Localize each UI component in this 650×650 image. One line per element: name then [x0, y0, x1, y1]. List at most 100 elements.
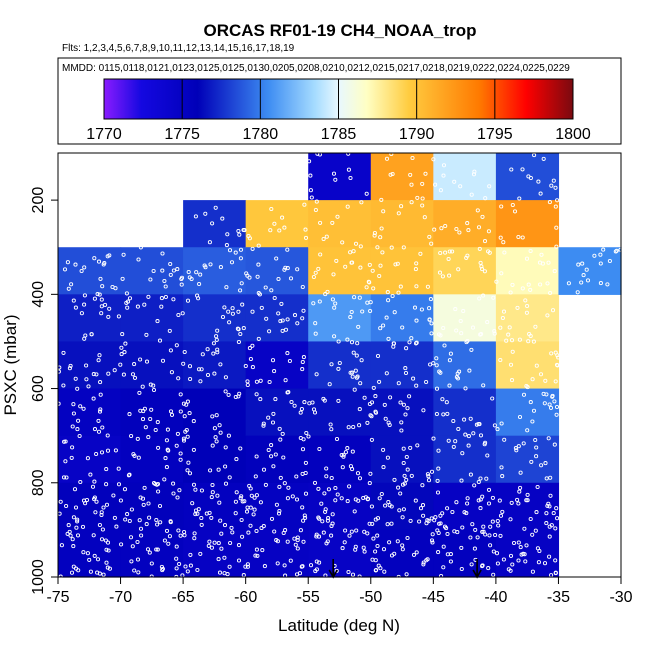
sample-point [218, 362, 223, 367]
sample-point [457, 369, 462, 374]
sample-point [417, 519, 422, 524]
sample-point [75, 533, 81, 538]
sample-point [548, 405, 554, 410]
heatmap-cell [58, 341, 122, 390]
sample-point [132, 375, 138, 380]
sample-point [269, 288, 274, 293]
sample-point [294, 474, 299, 479]
sample-point [348, 175, 353, 181]
sample-point [92, 296, 97, 301]
sample-point [446, 256, 451, 262]
sample-point [321, 236, 326, 242]
sample-point [430, 540, 435, 545]
sample-point [447, 273, 452, 278]
sample-point [73, 305, 78, 310]
sample-point [70, 445, 75, 450]
sample-point [382, 402, 387, 407]
sample-point [286, 485, 291, 490]
sample-point [277, 508, 282, 514]
sample-point [535, 484, 540, 490]
sample-point [298, 410, 303, 415]
sample-point [520, 167, 525, 172]
sample-point [547, 534, 552, 539]
sample-point [377, 496, 382, 501]
sample-point [409, 182, 414, 187]
sample-point [198, 379, 203, 384]
sample-point [313, 270, 318, 275]
sample-point [498, 325, 503, 330]
sample-point [97, 292, 102, 297]
sample-point [547, 402, 552, 407]
sample-point [285, 247, 290, 252]
sample-point [169, 412, 175, 417]
colorbar-tick-label: 1780 [243, 126, 279, 143]
sample-point [301, 539, 306, 544]
sample-point [330, 220, 335, 225]
sample-point [580, 261, 585, 266]
sample-point [216, 467, 221, 472]
sample-point [106, 548, 111, 553]
sample-point [541, 391, 546, 396]
sample-point [430, 532, 435, 537]
sample-point [136, 257, 141, 262]
sample-point [298, 528, 303, 533]
sample-point [105, 448, 111, 453]
sample-point [72, 487, 78, 492]
sample-point [263, 285, 268, 290]
sample-point [69, 455, 74, 460]
sample-point [486, 249, 491, 254]
sample-point [333, 177, 338, 182]
sample-point [400, 325, 405, 330]
sample-point [355, 341, 360, 346]
sample-point [282, 225, 287, 230]
sample-point [554, 244, 559, 249]
sample-point [315, 151, 320, 156]
sample-point [175, 267, 180, 272]
sample-point [178, 533, 183, 538]
sample-point [179, 282, 184, 287]
sample-point [285, 351, 290, 356]
sample-point [332, 334, 337, 339]
sample-point [468, 416, 473, 421]
sample-point [227, 320, 232, 325]
sample-point [534, 510, 539, 515]
sample-point [198, 551, 203, 556]
heatmap-cell [495, 482, 560, 531]
sample-point [375, 543, 380, 549]
sample-point [99, 537, 105, 542]
heatmap-cell [495, 529, 560, 578]
sample-point [553, 185, 558, 190]
sample-point [473, 527, 478, 532]
sample-point [459, 331, 464, 336]
sample-point [188, 376, 193, 382]
sample-point [514, 448, 519, 453]
sample-point [409, 473, 414, 478]
sample-point [475, 208, 480, 213]
sample-point [330, 521, 335, 526]
sample-point [524, 543, 529, 548]
sample-point [204, 511, 209, 516]
sample-point [205, 347, 210, 352]
sample-point [538, 372, 544, 377]
sample-point [244, 509, 250, 514]
sample-point [428, 362, 433, 367]
sample-point [148, 416, 153, 422]
sample-point [206, 543, 211, 548]
sample-point [75, 427, 80, 432]
sample-point [258, 500, 263, 505]
sample-point [356, 324, 361, 329]
sample-point [348, 370, 353, 375]
sample-point [425, 284, 430, 289]
sample-point [421, 408, 426, 413]
sample-point [385, 455, 390, 460]
sample-point [218, 265, 223, 270]
sample-point [185, 468, 190, 473]
sample-point [75, 517, 80, 522]
sample-point [237, 232, 242, 237]
heatmap-cell [558, 247, 622, 295]
sample-point [266, 415, 271, 420]
sample-point [486, 566, 491, 571]
sample-point [325, 518, 330, 523]
sample-point [480, 529, 485, 534]
sample-point [372, 230, 377, 236]
